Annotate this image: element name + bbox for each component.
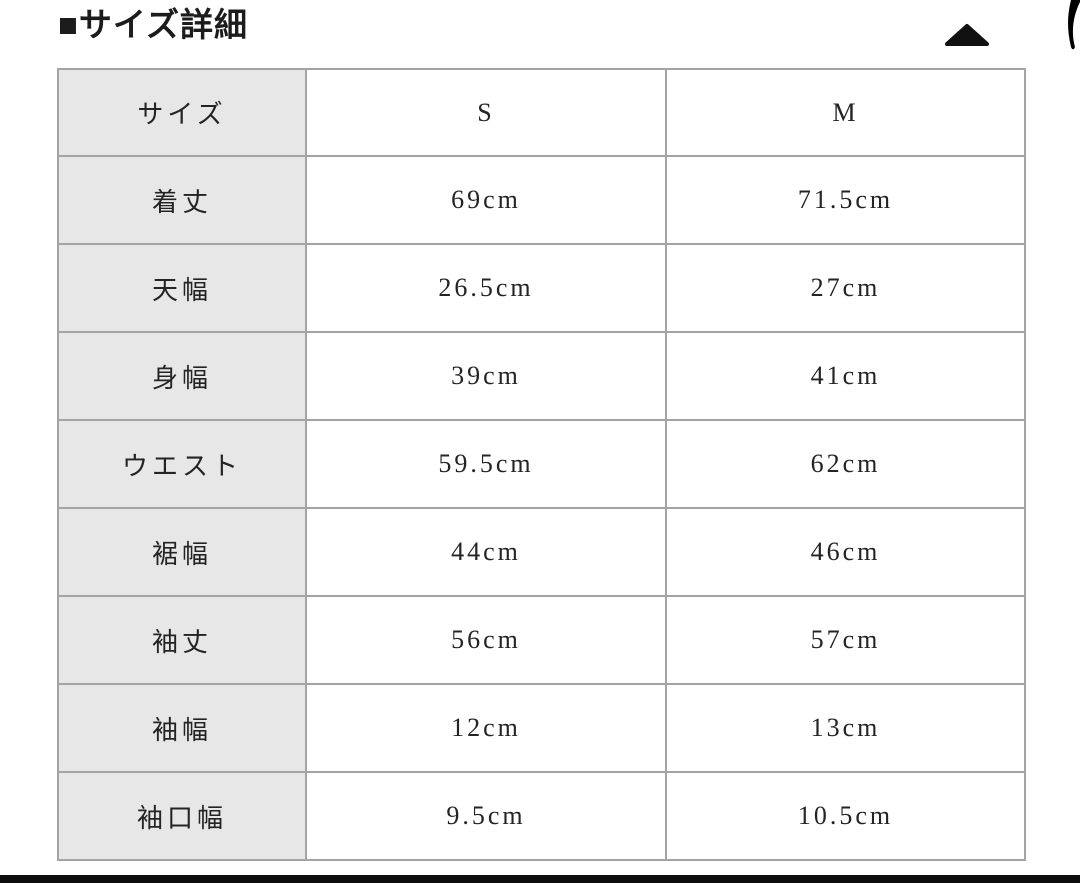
row-label: 裾幅	[57, 507, 307, 597]
row-label: 天幅	[57, 243, 307, 333]
value-m: 10.5cm	[665, 771, 1026, 861]
row-label: 袖口幅	[57, 771, 307, 861]
row-label: ウエスト	[57, 419, 307, 509]
row-label: 着丈	[57, 155, 307, 245]
section-title: ■サイズ詳細	[58, 8, 248, 44]
value-s: 59.5cm	[305, 419, 667, 509]
value-m: 27cm	[665, 243, 1026, 333]
bottom-divider-bar	[0, 875, 1080, 883]
value-m: 57cm	[665, 595, 1026, 685]
value-s: 56cm	[305, 595, 667, 685]
value-m: 13cm	[665, 683, 1026, 773]
value-s: 9.5cm	[305, 771, 667, 861]
header-cell-m: M	[665, 68, 1026, 157]
value-s: 69cm	[305, 155, 667, 245]
value-s: 39cm	[305, 331, 667, 421]
cropped-corner-glyph-icon	[1060, 0, 1080, 60]
table-row: 裾幅 44cm 46cm	[57, 507, 1026, 597]
row-label: 身幅	[57, 331, 307, 421]
header-cell-size: サイズ	[57, 68, 307, 157]
value-s: 12cm	[305, 683, 667, 773]
table-header-row: サイズ S M	[57, 68, 1026, 157]
size-detail-table: サイズ S M 着丈 69cm 71.5cm 天幅 26.5cm 27cm 身幅…	[57, 68, 1026, 861]
value-m: 71.5cm	[665, 155, 1026, 245]
value-s: 44cm	[305, 507, 667, 597]
table-row: 身幅 39cm 41cm	[57, 331, 1026, 421]
table-row: 袖口幅 9.5cm 10.5cm	[57, 771, 1026, 861]
row-label: 袖幅	[57, 683, 307, 773]
table-row: ウエスト 59.5cm 62cm	[57, 419, 1026, 509]
table-row: 袖幅 12cm 13cm	[57, 683, 1026, 773]
table-row: 袖丈 56cm 57cm	[57, 595, 1026, 685]
value-s: 26.5cm	[305, 243, 667, 333]
collapse-section-button[interactable]	[944, 23, 990, 47]
table-row: 天幅 26.5cm 27cm	[57, 243, 1026, 333]
value-m: 62cm	[665, 419, 1026, 509]
header-cell-s: S	[305, 68, 667, 157]
value-m: 46cm	[665, 507, 1026, 597]
value-m: 41cm	[665, 331, 1026, 421]
row-label: 袖丈	[57, 595, 307, 685]
table-row: 着丈 69cm 71.5cm	[57, 155, 1026, 245]
triangle-up-icon	[944, 24, 990, 50]
